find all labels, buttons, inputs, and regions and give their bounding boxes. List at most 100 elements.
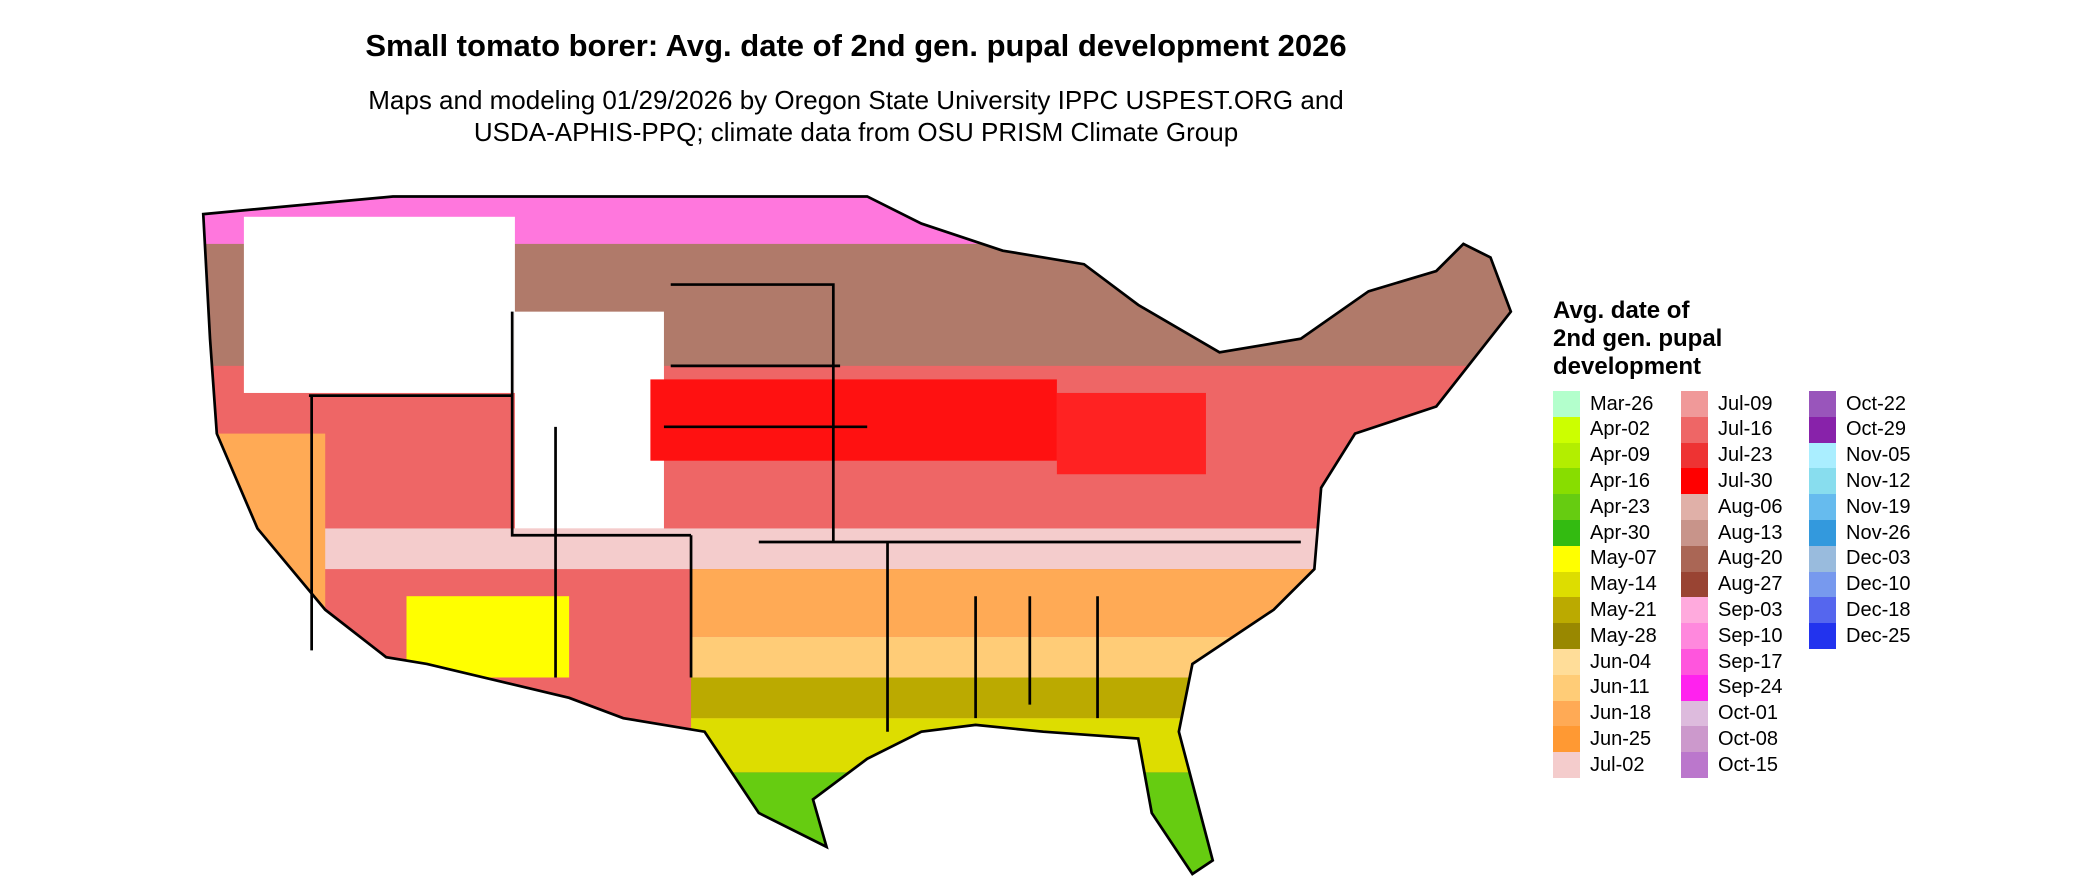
legend-title-line: 2nd gen. pupal	[1553, 325, 1723, 352]
legend-swatch	[1681, 597, 1708, 624]
title: Small tomato borer: Avg. date of 2nd gen…	[365, 28, 1347, 63]
legend-item: Apr-09	[1553, 442, 1651, 469]
legend-item: Jul-16	[1681, 416, 1772, 443]
legend-swatch	[1553, 726, 1580, 753]
legend-swatch	[1681, 391, 1708, 417]
subtitle-line: Maps and modeling 01/29/2026 by Oregon S…	[368, 85, 1344, 115]
legend-label: Sep-03	[1718, 598, 1783, 621]
legend-item: Oct-15	[1681, 752, 1779, 779]
legend-label: Aug-27	[1718, 573, 1783, 596]
legend-item: Dec-25	[1809, 623, 1910, 650]
legend-swatch	[1681, 545, 1708, 572]
legend-swatch	[1681, 674, 1708, 701]
legend-label: Aug-13	[1718, 521, 1783, 544]
legend-item: Oct-08	[1681, 726, 1779, 753]
legend-item: May-07	[1553, 545, 1657, 572]
legend-swatch	[1553, 700, 1580, 727]
legend-item: Dec-18	[1809, 597, 1911, 624]
legend-label: Sep-24	[1718, 676, 1783, 699]
legend-swatch	[1809, 416, 1836, 443]
legend-label: May-14	[1590, 573, 1657, 596]
legend-item: Aug-13	[1681, 520, 1783, 546]
legend-item: Jun-04	[1553, 649, 1651, 675]
legend-swatch	[1681, 416, 1708, 443]
legend-swatch	[1681, 571, 1708, 598]
legend-swatch	[1553, 520, 1580, 546]
legend-label: Oct-08	[1718, 727, 1779, 750]
legend-swatch	[1681, 623, 1708, 650]
legend-swatch	[1681, 700, 1708, 727]
legend-label: Oct-29	[1846, 418, 1907, 441]
legend-swatch	[1809, 597, 1836, 624]
legend-swatch	[1553, 649, 1580, 675]
legend-label: Jun-04	[1590, 650, 1652, 673]
legend-item: Apr-23	[1553, 494, 1650, 521]
legend-item: Jun-11	[1553, 674, 1650, 701]
legend-swatch	[1681, 494, 1708, 521]
legend-swatch	[1809, 468, 1836, 495]
legend-label: Apr-09	[1590, 444, 1651, 467]
legend-label: Mar-26	[1590, 392, 1654, 415]
legend-swatch	[1553, 623, 1580, 650]
legend-item: Dec-03	[1809, 545, 1911, 572]
legend-label: Jun-18	[1590, 702, 1652, 725]
legend-label: Oct-22	[1846, 392, 1907, 415]
legend-swatch	[1553, 752, 1580, 779]
legend-item: May-14	[1553, 571, 1657, 598]
legend-label: Jul-09	[1718, 392, 1773, 415]
legend-swatch	[1681, 752, 1708, 779]
legend-label: May-07	[1590, 547, 1657, 570]
legend-item: Oct-22	[1809, 391, 1906, 417]
legend-swatch	[1553, 597, 1580, 624]
legend-label: Oct-15	[1718, 753, 1779, 776]
legend-swatch	[1553, 442, 1580, 469]
legend-label: Jun-25	[1590, 727, 1652, 750]
legend-label: Dec-10	[1846, 573, 1911, 596]
legend-swatch	[1553, 545, 1580, 572]
legend-label: Apr-16	[1590, 469, 1651, 492]
legend-label: Sep-10	[1718, 624, 1783, 647]
legend-swatch	[1809, 520, 1836, 546]
legend-label: Apr-30	[1590, 521, 1651, 544]
legend-swatch	[1809, 391, 1836, 417]
legend-item: Nov-26	[1809, 520, 1910, 546]
legend-swatch	[1809, 494, 1836, 521]
state-borders	[201, 195, 1513, 876]
legend-label: Nov-12	[1846, 469, 1911, 492]
legend-label: Jun-11	[1590, 676, 1650, 699]
legend-label: Dec-18	[1846, 598, 1911, 621]
legend-swatch	[1809, 623, 1836, 650]
legend-item: Aug-20	[1681, 545, 1783, 572]
legend-swatch	[1553, 391, 1580, 417]
legend-title: Avg. date of 2nd gen. pupal development	[1553, 297, 1722, 381]
legend-label: May-21	[1590, 598, 1657, 621]
legend-swatch	[1809, 442, 1836, 469]
legend-item: Jul-30	[1681, 468, 1772, 495]
legend-item: Sep-17	[1681, 649, 1783, 675]
legend-swatch	[1553, 468, 1580, 495]
legend-item: Apr-16	[1553, 468, 1651, 495]
legend-swatch	[1681, 520, 1708, 546]
legend-label: Aug-20	[1718, 547, 1783, 570]
legend-item: Jul-09	[1681, 391, 1772, 417]
legend-swatch	[1553, 416, 1580, 443]
legend-item: Nov-05	[1809, 442, 1911, 469]
legend-item: Oct-01	[1681, 700, 1778, 727]
legend-item: Nov-19	[1809, 494, 1910, 521]
legend-item: Sep-03	[1681, 597, 1783, 624]
legend-item: Dec-10	[1809, 571, 1911, 598]
legend-swatch	[1553, 674, 1580, 701]
legend-item: Mar-26	[1553, 391, 1653, 417]
subtitle: Maps and modeling 01/29/2026 by Oregon S…	[0, 84, 1712, 148]
legend-label: Nov-05	[1846, 444, 1911, 467]
legend-label: Nov-26	[1846, 521, 1911, 544]
legend-item: Aug-06	[1681, 494, 1783, 521]
legend-swatch	[1553, 571, 1580, 598]
legend-label: Sep-17	[1718, 650, 1783, 673]
legend-label: Aug-06	[1718, 495, 1783, 518]
legend-label: Dec-03	[1846, 547, 1911, 570]
legend-label: Jul-02	[1590, 753, 1645, 776]
legend-swatch	[1681, 726, 1708, 753]
legend-item: Oct-29	[1809, 416, 1907, 443]
